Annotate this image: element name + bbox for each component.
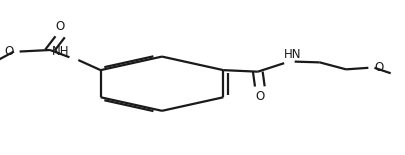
Text: NH: NH	[52, 45, 69, 58]
Text: O: O	[374, 61, 383, 74]
Text: O: O	[55, 20, 65, 33]
Text: O: O	[5, 45, 14, 58]
Text: HN: HN	[284, 48, 302, 61]
Text: O: O	[255, 90, 264, 103]
